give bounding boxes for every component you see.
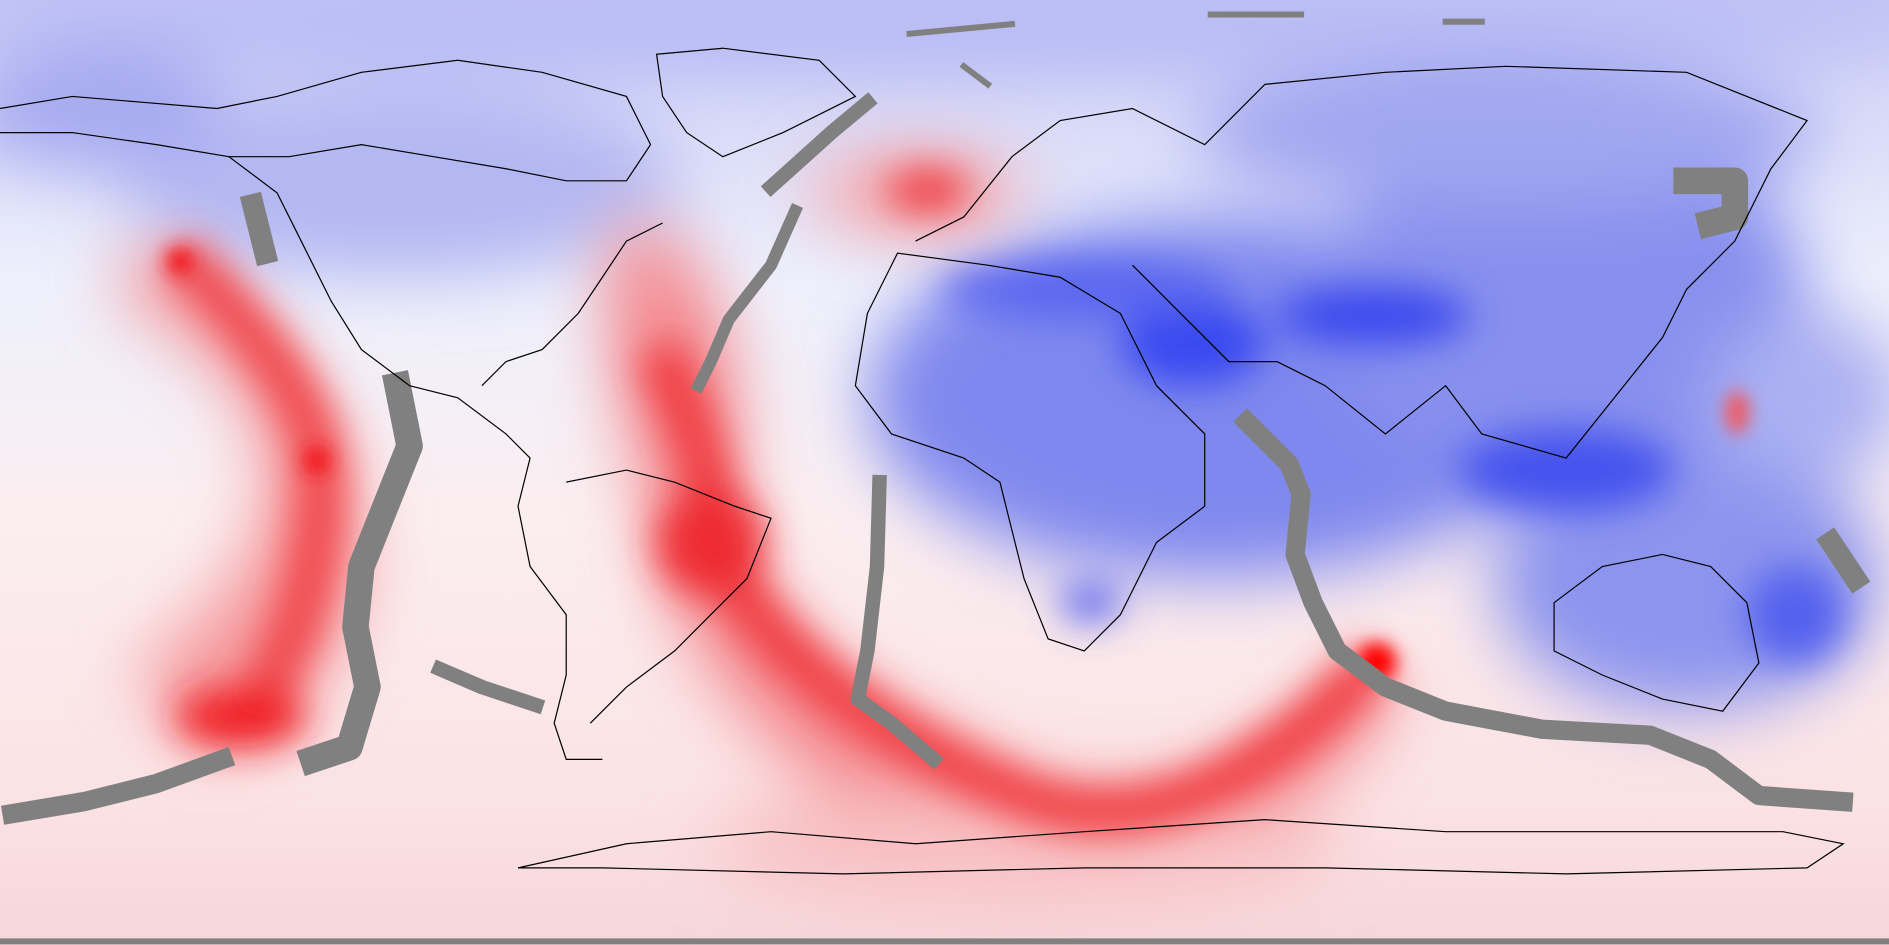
south-america-east-coast [566, 469, 772, 724]
gulf-alaska-red [166, 247, 196, 277]
east-asia-blue [1325, 120, 1808, 483]
mediterranean-blue [939, 259, 1229, 320]
alaska-blue [0, 48, 229, 169]
red-spots [166, 247, 1750, 682]
north-america-east-coast [481, 222, 663, 387]
ridge [1673, 167, 1749, 240]
himalaya-blue [1277, 285, 1470, 346]
southern-africa-blue [1060, 584, 1121, 621]
pacific-blue [1710, 313, 1889, 483]
east-pacific-spot [302, 445, 332, 475]
siberia-blue [1192, 60, 1820, 205]
south-atlantic-red [605, 216, 1398, 882]
americas-west-coast [228, 156, 603, 760]
eurasia [915, 65, 1809, 459]
indonesia-blue [1457, 427, 1675, 513]
arabia-blue [1120, 301, 1265, 386]
ridge [296, 370, 423, 777]
ridge [906, 11, 1485, 89]
north-america-arctic [0, 59, 652, 182]
polar-blue [0, 0, 1889, 73]
coastlines [0, 47, 1845, 875]
greenland [655, 47, 857, 158]
masked-ridges [0, 11, 1889, 945]
africa [854, 252, 1206, 652]
ridge [1233, 408, 1854, 812]
ridge [850, 474, 944, 770]
ridge [239, 191, 279, 267]
ridge [760, 92, 878, 198]
philippine-sea-red [1725, 390, 1750, 434]
ridge [1816, 527, 1871, 594]
coral-sea-blue [1746, 566, 1844, 663]
deep-blue-anomalies [939, 259, 1844, 663]
uk-red [885, 168, 970, 213]
brazil-red [656, 488, 765, 597]
ridge [690, 202, 804, 394]
south-pacific-red [174, 687, 308, 748]
antarctica [517, 819, 1845, 875]
australia [1553, 553, 1760, 712]
ridge [430, 659, 546, 715]
ridge [0, 747, 236, 825]
